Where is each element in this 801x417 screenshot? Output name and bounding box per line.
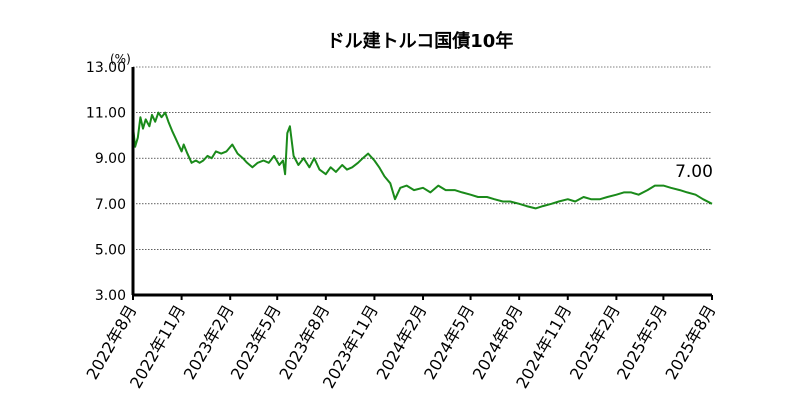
series-layer	[132, 111, 713, 210]
y-unit-label: (%)	[110, 52, 131, 66]
chart-title: ドル建トルコ国債10年	[327, 30, 514, 52]
series-line	[132, 111, 713, 210]
x-tick-labels: 2022年8月2022年11月2023年2月2023年5月2023年8月2023…	[83, 295, 720, 392]
y-tick-label: 7.00	[95, 197, 126, 213]
y-tick-label: 13.00	[86, 60, 126, 76]
x-tick-label: 2025年8月	[662, 302, 720, 383]
y-tick-label: 11.00	[86, 106, 126, 122]
y-tick-label: 3.00	[95, 288, 126, 304]
y-tick-label: 5.00	[95, 242, 126, 258]
last-value-label: 7.00	[675, 162, 713, 182]
grid-lines	[133, 66, 712, 250]
y-tick-labels: 3.00 5.00 7.00 9.00 11.00 13.00	[86, 60, 126, 304]
y-tick-label: 9.00	[95, 151, 126, 167]
